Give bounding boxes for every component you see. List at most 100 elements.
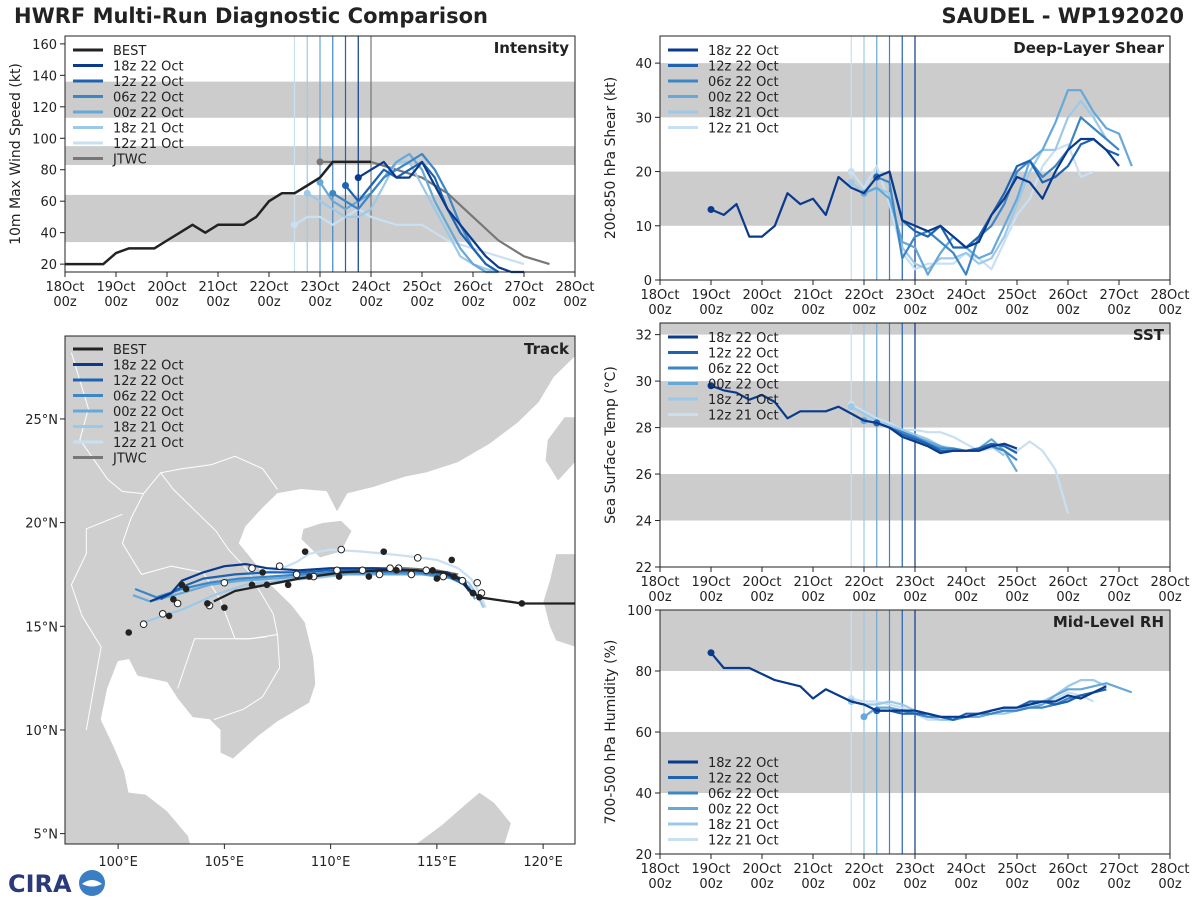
y-axis-label: Sea Surface Temp (°C) [603, 366, 619, 524]
y-tick-label: 20 [40, 258, 57, 273]
y-axis-label: 200-850 hPa Shear (kt) [603, 77, 619, 239]
legend-label: 12z 22 Oct [113, 374, 184, 389]
legend-label: 18z 21 Oct [113, 122, 184, 137]
series-start-marker [291, 221, 298, 229]
series-start-marker [329, 189, 337, 197]
track-marker-filled [448, 556, 456, 564]
x-tick-label: 00z [750, 590, 774, 605]
track-marker-filled [335, 573, 343, 580]
track-line [160, 569, 472, 601]
x-tick-label: 00z [206, 295, 230, 310]
series-line [357, 160, 524, 274]
y-tick-label: 20 [635, 848, 652, 863]
x-tick-label: 23Oct [895, 862, 934, 877]
series-line [876, 116, 1120, 276]
track-marker-filled [259, 569, 266, 576]
track-marker-open [358, 566, 367, 575]
legend-label: 18z 21 Oct [708, 106, 779, 121]
x-tick-label: 26Oct [1048, 288, 1087, 303]
track-marker-open [439, 572, 448, 581]
series-start-marker [847, 403, 855, 411]
x-tick-label: 00z [1005, 303, 1029, 318]
track-marker-open [292, 570, 301, 579]
x-tick-label: 00z [750, 877, 774, 892]
track-marker-open [139, 620, 148, 629]
x-tick-label: 00z [1005, 590, 1029, 605]
x-tick-label: 00z [903, 877, 927, 892]
x-tick-label: 00z [954, 590, 978, 605]
logo-swoosh-icon [82, 880, 102, 887]
series-line [876, 421, 1018, 461]
y-tick-label: 40 [635, 57, 652, 72]
land-luzon [542, 553, 576, 648]
x-tick-label: 00z [512, 295, 536, 310]
x-tick-label: 26Oct [1048, 575, 1087, 590]
x-tick-label: 27Oct [504, 280, 543, 295]
legend-label: 12z 21 Oct [113, 137, 184, 152]
legend-label: 00z 22 Oct [708, 803, 779, 818]
y-tick-label: 10°N [25, 724, 58, 739]
x-tick-label: 21Oct [793, 288, 832, 303]
x-tick-label: 00z [954, 877, 978, 892]
series-start-marker [847, 178, 855, 186]
y-tick-label: 10 [635, 220, 652, 235]
legend-label: BEST [113, 44, 146, 59]
x-tick-label: 21Oct [793, 862, 832, 877]
border-vietnam-laos [160, 472, 278, 635]
track-marker-open [386, 564, 394, 573]
x-tick-label: 18Oct [640, 288, 679, 303]
x-tick-label: 24Oct [946, 862, 985, 877]
x-tick-label: 00z [903, 303, 927, 318]
series-start-marker [847, 168, 855, 176]
y-tick-label: 120 [32, 101, 57, 116]
legend-label: 00z 22 Oct [113, 106, 184, 121]
legend-label: 18z 22 Oct [113, 60, 184, 75]
track-marker-filled [450, 573, 458, 580]
x-tick-label: 22Oct [249, 280, 288, 295]
x-tick-label: 00z [104, 295, 128, 310]
x-tick-label: 00z [750, 303, 774, 318]
legend-label: 06z 22 Oct [708, 362, 779, 377]
track-marker-filled [433, 575, 441, 582]
y-tick-label: 5°N [34, 828, 59, 843]
track-marker-filled [221, 604, 228, 611]
x-tick-label: 00z [308, 295, 332, 310]
track-marker-open [248, 564, 256, 573]
x-tick-label: 25Oct [997, 575, 1036, 590]
x-tick-label: 26Oct [1048, 862, 1087, 877]
x-tick-label: 18Oct [45, 280, 84, 295]
x-tick-label: 28Oct [1150, 575, 1189, 590]
x-tick-label: 00z [648, 303, 672, 318]
x-tick-label: 23Oct [895, 575, 934, 590]
series-line [319, 152, 499, 274]
y-tick-label: 60 [635, 726, 652, 741]
series-line [863, 89, 1133, 276]
y-tick-label: 40 [635, 787, 652, 802]
track-marker-filled [248, 581, 256, 589]
track-marker-filled [165, 612, 173, 620]
x-tick-label: 19Oct [691, 862, 730, 877]
series-start-marker [354, 174, 362, 182]
series-line [850, 403, 1070, 514]
y-tick-label: 20°N [25, 517, 58, 532]
legend-label: 12z 21 Oct [708, 122, 779, 137]
x-tick-label: 27Oct [1099, 862, 1138, 877]
panel-title: Deep-Layer Shear [1013, 39, 1164, 57]
track-marker-filled [476, 593, 483, 601]
series-line [876, 137, 1120, 249]
track-marker-open [275, 562, 284, 570]
plot-frame [64, 335, 576, 845]
legend-label: 06z 22 Oct [113, 390, 184, 405]
x-tick-label: 27Oct [1099, 575, 1138, 590]
legend-label: 18z 22 Oct [708, 756, 779, 771]
track-marker-open [158, 610, 167, 618]
track-marker-filled [306, 573, 313, 580]
x-tick-label: 00z [53, 295, 77, 310]
border-myanmar [70, 513, 123, 731]
panel-title: Mid-Level RH [1053, 613, 1164, 631]
series-start-marker [316, 178, 324, 186]
x-tick-label: 00z [1107, 303, 1131, 318]
x-tick-label: 100°E [98, 855, 138, 870]
x-tick-label: 21Oct [793, 575, 832, 590]
x-tick-label: 00z [1056, 877, 1080, 892]
